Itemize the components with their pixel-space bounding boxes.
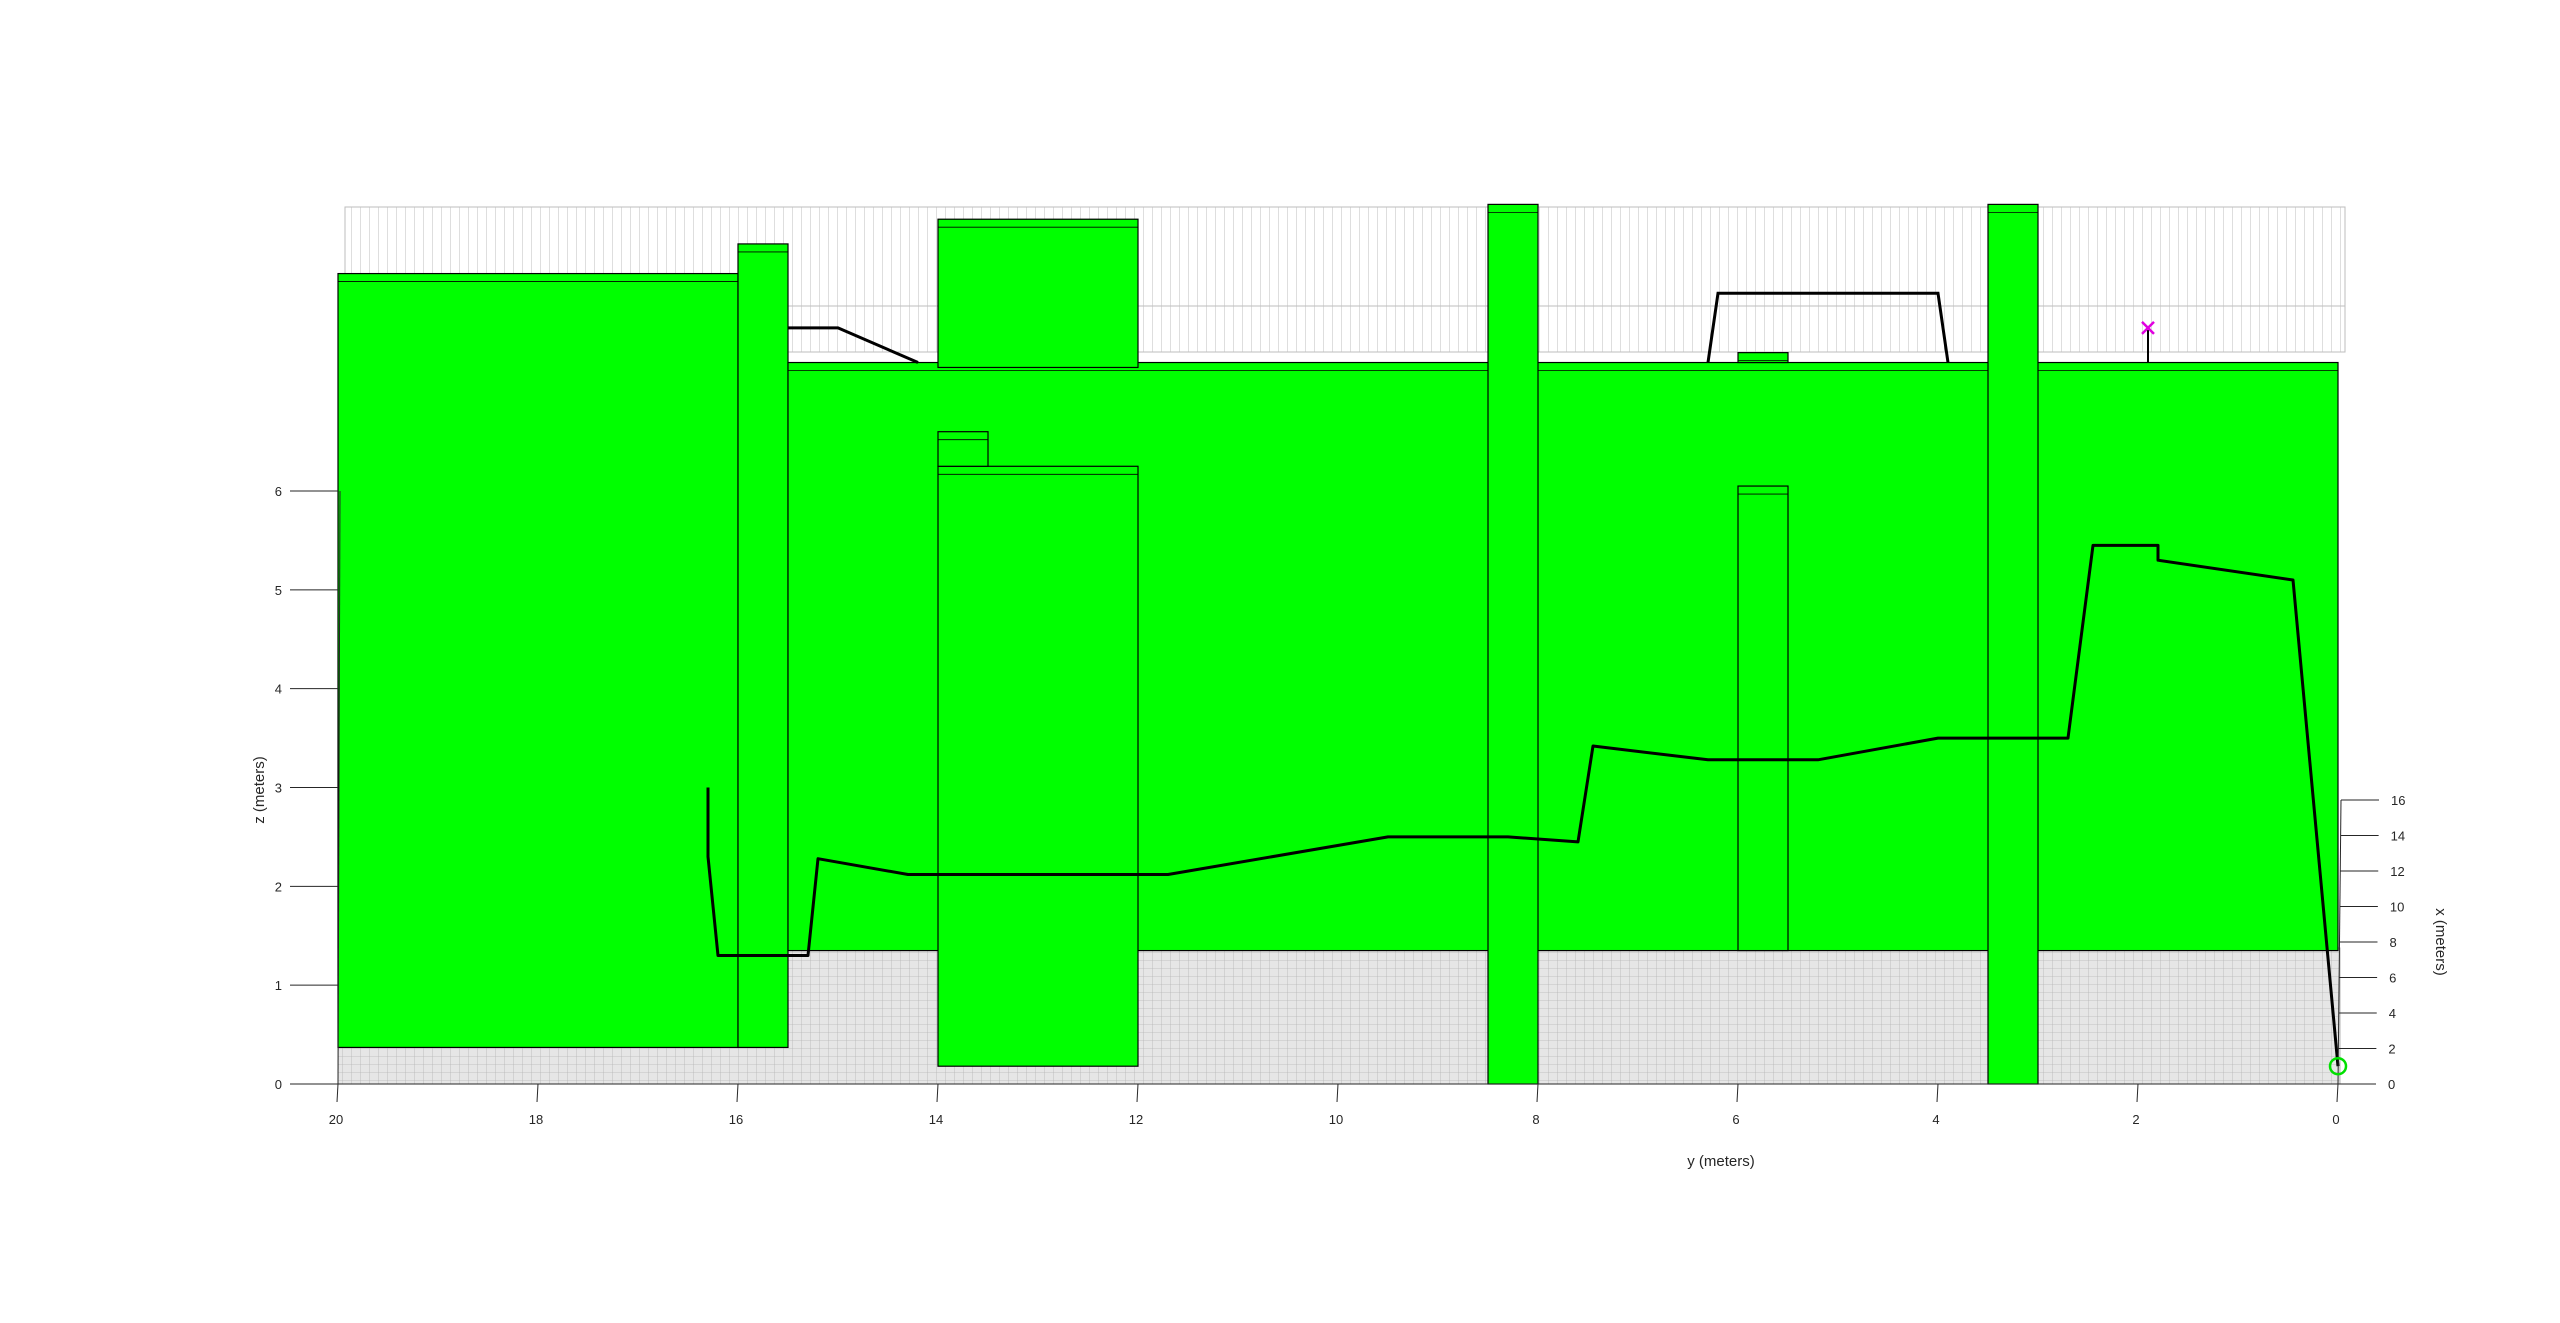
y-tick-label: 6 [1732, 1112, 1739, 1127]
z-tick-label: 6 [275, 484, 282, 499]
z-axis-line [337, 490, 341, 1085]
path-line-upper-left [788, 326, 919, 364]
y-tick [1536, 1083, 1539, 1103]
z-tick-label: 0 [275, 1077, 282, 1092]
obstacle-pillar-y3 [1987, 203, 2039, 1085]
x-tick-label: 0 [2388, 1077, 2395, 1092]
y-tick-label: 12 [1129, 1112, 1143, 1127]
x-tick-label: 14 [2391, 829, 2405, 844]
z-axis-label: z (meters) [251, 756, 268, 824]
y-tick-label: 18 [529, 1112, 543, 1127]
y-tick [536, 1083, 539, 1103]
x-tick-label: 6 [2389, 971, 2396, 986]
y-tick [1136, 1083, 1139, 1103]
start-marker [2328, 1056, 2348, 1076]
obstacle-mid-tall-block [937, 465, 1139, 1067]
y-tick [936, 1083, 939, 1103]
obstacle-thin-column-y6 [1737, 485, 1789, 952]
y-tick-label: 8 [1532, 1112, 1539, 1127]
y-tick [736, 1083, 739, 1103]
x-tick-label: 16 [2391, 793, 2405, 808]
z-tick-label: 5 [275, 583, 282, 598]
y-tick [1336, 1083, 1339, 1103]
y-tick [1936, 1083, 1939, 1103]
y-tick-label: 10 [1329, 1112, 1343, 1127]
obstacle-mid-small-cap [937, 431, 989, 467]
x-tick-label: 4 [2389, 1006, 2396, 1021]
path-line-upper [1706, 291, 1950, 363]
goal-marker [2141, 321, 2155, 335]
marker-layer [2141, 321, 2348, 1076]
z-tick-label: 2 [275, 879, 282, 894]
z-tick-label: 3 [275, 781, 282, 796]
y-tick [1736, 1083, 1739, 1103]
obstacles-layer [337, 203, 2339, 1085]
x-tick-label: 2 [2388, 1042, 2395, 1057]
x-tick-label: 12 [2390, 864, 2404, 879]
z-tick-label: 4 [275, 682, 282, 697]
x-tick-label: 10 [2390, 900, 2404, 915]
obstacle-pillar-y8 [1487, 203, 1539, 1085]
x-tick-label: 8 [2390, 935, 2397, 950]
y-tick-label: 2 [2132, 1112, 2139, 1127]
path-layer [706, 291, 2340, 1067]
obstacle-left-pillar [737, 243, 789, 1049]
y-tick [336, 1083, 339, 1103]
y-tick-label: 20 [329, 1112, 343, 1127]
y-tick-label: 14 [929, 1112, 943, 1127]
path-line [706, 543, 2340, 1067]
obstacle-top-box [937, 218, 1139, 369]
y-tick [2136, 1083, 2139, 1103]
z-tick-label: 1 [275, 978, 282, 993]
obstacle-small-top-bump [1737, 352, 1789, 364]
y-tick-label: 16 [729, 1112, 743, 1127]
x-axis-label: x (meters) [2432, 908, 2449, 976]
y-axis-label: y (meters) [1687, 1153, 1755, 1170]
y-tick-label: 0 [2332, 1112, 2339, 1127]
y-tick [2336, 1083, 2339, 1103]
obstacle-left-block [337, 272, 739, 1049]
y-tick-label: 4 [1932, 1112, 1939, 1127]
